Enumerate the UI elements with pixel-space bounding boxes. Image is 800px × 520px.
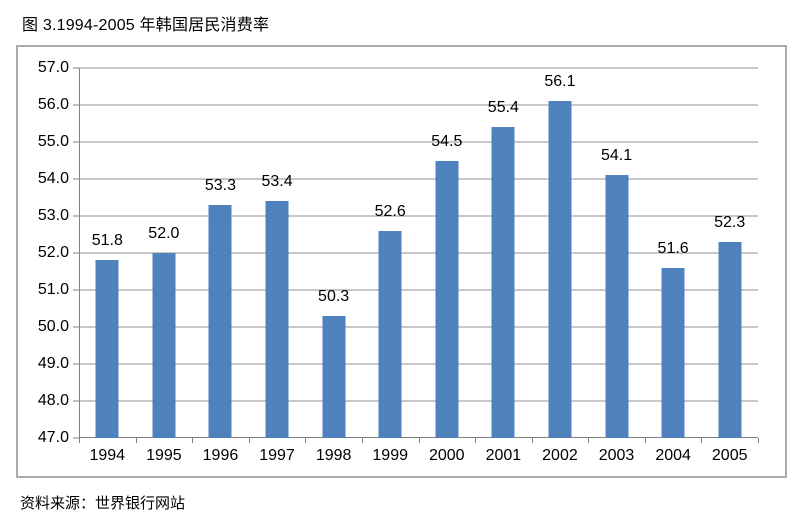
- gridline: [79, 67, 758, 69]
- bar-value-label: 53.4: [261, 173, 293, 191]
- x-axis-category-label: 1997: [259, 447, 295, 464]
- source-note: 资料来源：世界银行网站: [20, 495, 186, 512]
- bar-value-label: 52.0: [148, 225, 180, 242]
- y-axis-tick: [73, 400, 79, 402]
- gridline: [79, 178, 758, 180]
- bar: [152, 253, 176, 438]
- x-axis-category-label: 1998: [315, 447, 352, 464]
- y-axis-tick: [73, 437, 79, 439]
- x-axis-category-label: 2004: [655, 447, 691, 464]
- bar-value-label: 54.5: [431, 132, 463, 150]
- chart-title: 图 3.1994-2005 年韩国居民消费率: [22, 17, 270, 34]
- bar: [718, 241, 742, 438]
- bar-value-label: 52.3: [714, 213, 746, 231]
- bar-value-label: 51.6: [657, 239, 689, 257]
- x-axis-category-label: 1996: [202, 447, 239, 464]
- y-axis-tick-label: 50.0: [37, 318, 69, 335]
- y-axis-tick: [73, 289, 79, 291]
- x-axis-tick: [79, 438, 80, 443]
- bar-value-label: 50.3: [318, 287, 350, 305]
- gridline: [79, 104, 758, 106]
- y-axis-tick-label: 52.0: [37, 244, 69, 261]
- x-axis-tick: [192, 438, 194, 443]
- x-axis-tick: [418, 438, 420, 443]
- bar: [378, 230, 402, 438]
- y-axis-tick: [73, 141, 79, 143]
- gridline: [79, 326, 758, 328]
- x-axis-tick: [531, 438, 533, 443]
- y-axis-tick: [73, 104, 79, 106]
- y-axis-tick: [73, 326, 79, 328]
- x-axis-tick: [701, 438, 703, 443]
- x-axis-category-label: 1994: [89, 447, 126, 464]
- bar: [95, 260, 119, 438]
- y-axis-tick-label: 48.0: [37, 392, 69, 409]
- x-axis-category-label: 2002: [542, 447, 578, 464]
- bar: [548, 101, 572, 438]
- x-axis-category-label: 2003: [598, 447, 635, 464]
- bar-value-label: 56.1: [544, 73, 576, 91]
- y-axis-tick: [73, 67, 79, 69]
- x-axis-tick: [361, 438, 363, 443]
- bar-value-label: 54.1: [600, 147, 633, 165]
- y-axis-tick-label: 49.0: [37, 355, 69, 372]
- y-axis-tick: [73, 178, 79, 180]
- bar-value-label: 52.6: [374, 202, 406, 220]
- y-axis-tick-label: 57.0: [37, 59, 69, 76]
- x-axis-tick: [305, 438, 307, 443]
- bar-value-label: 55.4: [487, 99, 519, 117]
- y-axis-tick-label: 51.0: [37, 281, 69, 298]
- x-axis-tick: [475, 438, 477, 443]
- x-axis-tick: [588, 438, 590, 443]
- x-axis-category-label: 1995: [146, 447, 182, 464]
- x-axis-category-label: 1999: [372, 447, 408, 464]
- y-axis-tick-label: 54.0: [37, 170, 69, 187]
- y-axis-tick-label: 55.0: [37, 133, 69, 150]
- bar: [435, 160, 459, 438]
- x-axis-tick: [644, 438, 646, 443]
- chart-frame: 47.0 48.0 49.0 50.0 51.0 52.0 53.0 54.0 55.0 56.0…: [16, 45, 787, 478]
- gridline: [79, 252, 758, 254]
- x-axis-category-label: 2005: [711, 447, 748, 464]
- bar-value-label: 51.8: [91, 232, 123, 250]
- gridline: [79, 363, 758, 365]
- y-axis-tick-label: 53.0: [37, 207, 69, 224]
- bar: [322, 315, 346, 438]
- x-axis-category-label: 2000: [428, 447, 465, 464]
- y-axis-tick-label: 47.0: [37, 429, 69, 446]
- bar: [208, 204, 232, 438]
- gridline: [79, 215, 758, 217]
- x-axis-line: [79, 437, 758, 438]
- x-axis-tick: [135, 438, 137, 443]
- x-axis-tick: [758, 438, 759, 443]
- bar: [605, 175, 629, 438]
- bar: [491, 127, 515, 438]
- y-axis-tick: [73, 215, 79, 217]
- plot-area: 47.0 48.0 49.0 50.0 51.0 52.0 53.0 54.0 55.0 56.0…: [38, 60, 759, 464]
- gridline: [79, 289, 758, 291]
- y-axis-tick: [73, 252, 79, 254]
- x-axis-category-label: 2001: [485, 447, 522, 464]
- bar: [661, 267, 685, 438]
- x-axis-tick: [248, 438, 250, 443]
- gridline: [79, 400, 758, 402]
- gridline: [79, 141, 758, 143]
- y-axis-tick: [73, 363, 79, 365]
- bar: [265, 201, 289, 438]
- bar-value-label: 53.3: [204, 176, 237, 194]
- y-axis-tick-label: 56.0: [37, 96, 69, 113]
